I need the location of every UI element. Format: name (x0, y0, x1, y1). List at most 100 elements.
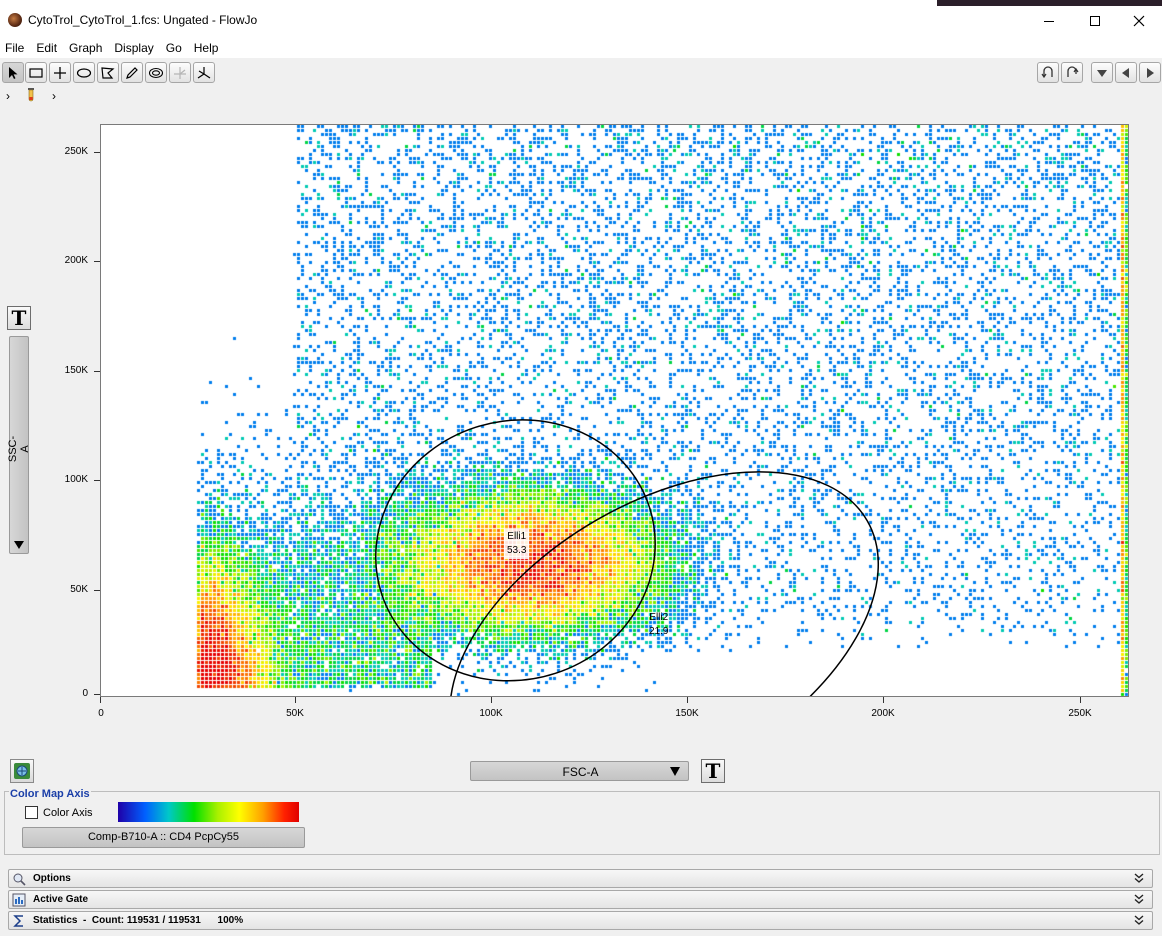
redo-button[interactable] (1061, 62, 1083, 83)
quadrant-gate-icon (54, 66, 66, 79)
gate-name: Elli2 (649, 612, 669, 623)
dropdown-arrow-icon (670, 767, 680, 776)
down-arrow-icon (1097, 69, 1107, 77)
spider-gate-icon (197, 66, 211, 78)
spider-gate-disabled-icon (174, 66, 186, 79)
active-gate-panel[interactable]: Active Gate (8, 890, 1153, 909)
color-parameter-select[interactable]: Comp-B710-A :: CD4 PcpCy55 (22, 827, 305, 848)
maximize-button[interactable] (1072, 6, 1118, 36)
pointer-tool-icon (9, 66, 18, 79)
gate-label-elli2[interactable]: Elli2 21.9 (649, 611, 668, 639)
gate-overlay (342, 384, 935, 697)
menu-help[interactable]: Help (193, 41, 219, 55)
ellipse-gate-elli1[interactable] (342, 384, 690, 697)
expand-chevrons-icon (1134, 873, 1144, 883)
x-axis-parameter-label: FSC-A (562, 765, 599, 779)
options-panel[interactable]: Options (8, 869, 1153, 888)
x-tick-mark (100, 697, 101, 703)
x-tick-mark (687, 697, 688, 703)
x-axis-text-button[interactable]: T (701, 759, 725, 783)
gate-percent: 21.9 (649, 626, 669, 637)
redo-icon (1067, 65, 1079, 77)
menu-file[interactable]: File (5, 41, 25, 55)
x-tick-mark (883, 697, 884, 703)
sample-tube-icon[interactable] (27, 88, 35, 102)
minimize-icon (1044, 20, 1054, 22)
breadcrumb-forward-chevron[interactable]: › (52, 89, 56, 103)
menu-edit[interactable]: Edit (36, 41, 58, 55)
y-axis-parameter-select[interactable]: SSC-A (7, 336, 31, 554)
ellipse-gate-button[interactable] (73, 62, 95, 83)
pointer-tool-button[interactable] (2, 62, 24, 83)
close-button[interactable] (1116, 6, 1162, 36)
active-gate-icon (12, 893, 26, 907)
polygon-gate-button[interactable] (97, 62, 119, 83)
y-axis-parameter-label: SSC-A (7, 435, 31, 463)
rectangle-gate-button[interactable] (25, 62, 47, 83)
title-bar: CytoTrol_CytoTrol_1.fcs: Ungated - FlowJ… (0, 0, 1162, 38)
x-tick-mark (295, 697, 296, 703)
desktop-strip (937, 0, 1162, 6)
color-map-gradient (118, 802, 299, 822)
spider-gate-disabled-button[interactable] (169, 62, 191, 83)
menu-go[interactable]: Go (165, 41, 182, 55)
color-map-axis-legend: Color Map Axis (9, 788, 91, 800)
quadrant-gate-button[interactable] (49, 62, 71, 83)
polygon-gate-icon (101, 66, 115, 79)
freehand-gate-button[interactable] (121, 62, 143, 83)
next-arrow-button[interactable] (1139, 62, 1161, 83)
next-arrow-icon (1147, 67, 1154, 78)
x-tick-label: 100K (479, 708, 503, 719)
menu-graph[interactable]: Graph (69, 41, 103, 55)
expand-chevrons-icon (1134, 894, 1144, 904)
y-tick-label: 250K (64, 146, 88, 157)
layout-editor-icon (14, 763, 30, 779)
y-tick-mark (94, 480, 100, 481)
y-axis-text-button[interactable]: T (7, 306, 31, 330)
color-axis-label: Color Axis (43, 807, 93, 819)
window-title: CytoTrol_CytoTrol_1.fcs: Ungated - FlowJ… (28, 13, 258, 27)
spider-gate-button[interactable] (193, 62, 215, 83)
menu-display[interactable]: Display (114, 41, 154, 55)
color-axis-checkbox[interactable] (25, 806, 38, 819)
statistics-panel[interactable]: Statistics - Count: 119531 / 119531 100% (8, 911, 1153, 930)
freehand-gate-icon (126, 66, 138, 79)
y-tick-label: 200K (64, 255, 88, 266)
x-axis-parameter-select[interactable]: FSC-A (470, 761, 689, 781)
expand-chevrons-icon (1134, 915, 1144, 925)
y-tick-label: 150K (64, 365, 88, 376)
dot-plot[interactable]: Elli1 53.3 Elli2 21.9 (100, 124, 1129, 697)
flowjo-app-icon (8, 13, 22, 27)
breadcrumb-back-chevron[interactable]: › (6, 89, 10, 103)
y-tick-mark (94, 590, 100, 591)
y-tick-label: 0 (82, 688, 88, 699)
y-tick-mark (94, 152, 100, 153)
dropdown-arrow-icon (14, 541, 24, 549)
close-icon (1133, 15, 1145, 27)
rectangle-gate-icon (29, 67, 43, 78)
statistics-label: Statistics - Count: 119531 / 119531 100% (33, 915, 244, 926)
previous-arrow-button[interactable] (1115, 62, 1137, 83)
maximize-icon (1090, 16, 1100, 26)
y-tick-mark (94, 371, 100, 372)
y-tick-mark (94, 261, 100, 262)
density-plot-canvas[interactable] (101, 125, 1128, 696)
gate-label-elli1[interactable]: Elli1 53.3 (504, 529, 530, 559)
minimize-button[interactable] (1026, 6, 1072, 36)
sigma-icon (13, 915, 23, 927)
layout-editor-button[interactable] (10, 759, 34, 783)
y-tick-mark (94, 694, 100, 695)
down-arrow-button[interactable] (1091, 62, 1113, 83)
x-tick-mark (491, 697, 492, 703)
undo-button[interactable] (1037, 62, 1059, 83)
auto-gate-button[interactable] (145, 62, 167, 83)
y-tick-label: 100K (64, 474, 88, 485)
gate-toolbar (0, 58, 1162, 86)
auto-gate-icon (148, 67, 164, 78)
gate-name: Elli1 (507, 531, 527, 542)
color-map-axis-group: Color Map Axis Color Axis Comp-B710-A ::… (4, 788, 1160, 855)
options-label: Options (33, 873, 71, 884)
x-tick-label: 250K (1068, 708, 1092, 719)
previous-arrow-icon (1122, 67, 1129, 78)
ellipse-gate-elli2[interactable] (393, 403, 935, 697)
